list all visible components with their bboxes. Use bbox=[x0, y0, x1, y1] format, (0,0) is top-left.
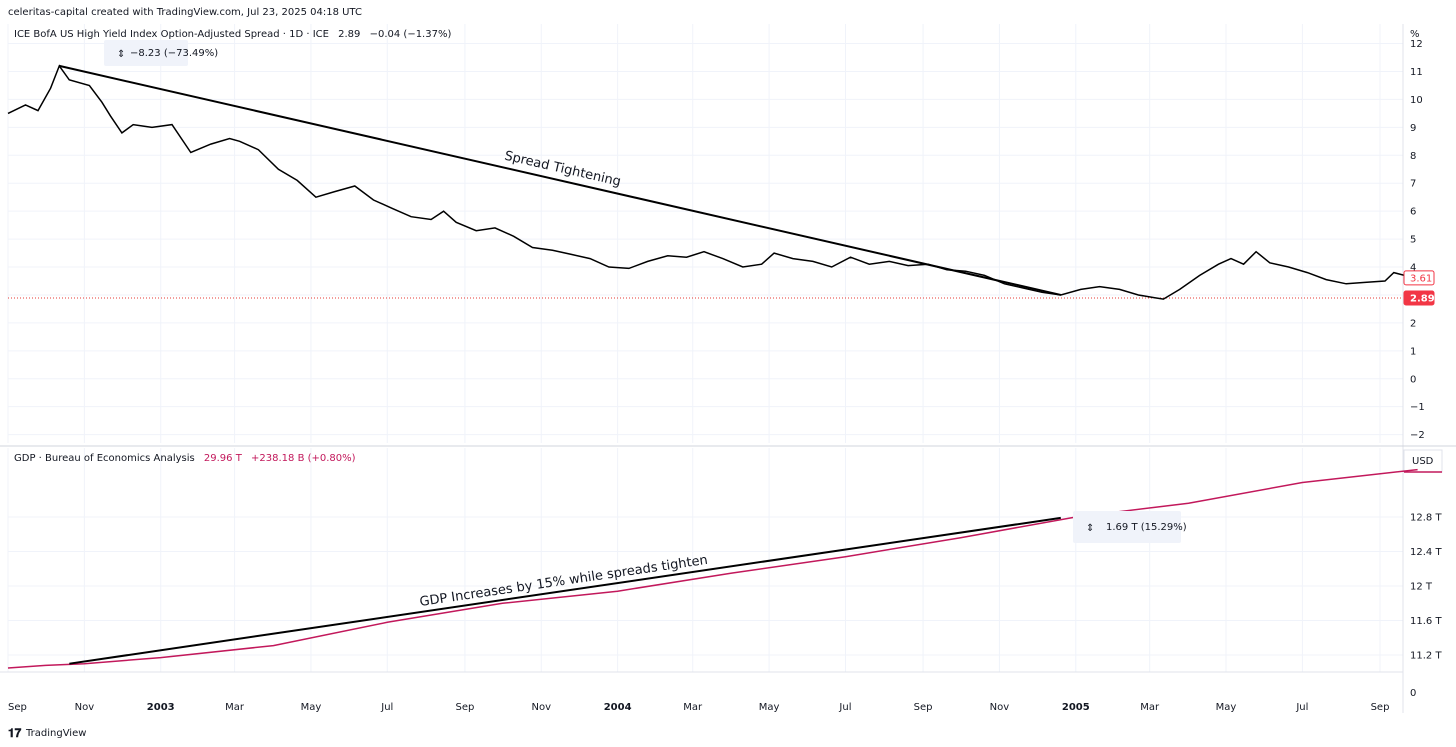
spread-series-line bbox=[7, 64, 1411, 300]
svg-text:ICE BofA US High Yield Index O: ICE BofA US High Yield Index Option-Adju… bbox=[14, 29, 451, 40]
y-tick-label: 9 bbox=[1410, 123, 1416, 134]
x-tick-label: Sep bbox=[455, 702, 474, 713]
x-tick-label: Mar bbox=[1140, 702, 1160, 713]
spread-trendline[interactable] bbox=[59, 64, 1062, 296]
x-tick-label: Nov bbox=[75, 702, 95, 713]
y-tick-label: 11 bbox=[1410, 67, 1423, 78]
y-tick-label: 8 bbox=[1410, 151, 1416, 162]
y-tick-label: 11.6 T bbox=[1410, 616, 1442, 627]
spread-measure-box[interactable]: ⇕ −8.23 (−73.49%) bbox=[104, 40, 218, 66]
header-caption: celeritas-capital created with TradingVi… bbox=[8, 7, 362, 18]
gdp-grid bbox=[7, 448, 1403, 672]
y-tick-label: 12.4 T bbox=[1410, 547, 1442, 558]
time-axis: Sep Nov 2003 Mar May Jul Sep Nov 2004 Mar May Jul Se… bbox=[8, 702, 1389, 713]
tradingview-logo-icon: 𝟏𝟕 bbox=[8, 726, 22, 740]
spread-measure-text: −8.23 (−73.49%) bbox=[130, 48, 218, 59]
gdp-legend-change: +238.18 B (+0.80%) bbox=[251, 453, 356, 464]
price-label-text: 2.89 bbox=[1410, 294, 1435, 305]
gdp-unit-label: USD bbox=[1412, 456, 1434, 467]
spread-y-axis: 1211109876543210−1−2 bbox=[1410, 39, 1425, 441]
x-tick-label: 2004 bbox=[604, 702, 632, 713]
tradingview-logo: 𝟏𝟕 TradingView bbox=[8, 726, 86, 740]
y-tick-label: 1 bbox=[1410, 346, 1416, 357]
price-label-text: 3.61 bbox=[1410, 273, 1432, 284]
gdp-trend-label: GDP Increases by 15% while spreads tight… bbox=[419, 553, 709, 610]
spread-legend[interactable]: ICE BofA US High Yield Index Option-Adju… bbox=[14, 29, 451, 40]
spread-legend-change: −0.04 (−1.37%) bbox=[370, 29, 452, 40]
x-tick-label: 2003 bbox=[147, 702, 175, 713]
x-tick-label: Mar bbox=[683, 702, 703, 713]
gdp-trendline[interactable] bbox=[69, 516, 1061, 665]
footer-logo-text: TradingView bbox=[25, 728, 86, 739]
svg-text:GDP · Bureau of Economics Anal: GDP · Bureau of Economics Analysis 29.96… bbox=[14, 453, 356, 464]
spread-unit-label: % bbox=[1410, 29, 1420, 40]
x-tick-label: Sep bbox=[914, 702, 933, 713]
gdp-legend[interactable]: GDP · Bureau of Economics Analysis 29.96… bbox=[14, 453, 356, 464]
x-tick-label: Jul bbox=[380, 702, 393, 713]
gdp-measure-text: 1.69 T (15.29%) bbox=[1106, 522, 1187, 533]
gdp-series-line bbox=[7, 468, 1418, 669]
measure-icon: ⇕ bbox=[117, 49, 125, 60]
y-tick-label: 7 bbox=[1410, 179, 1416, 190]
y-tick-label: 6 bbox=[1410, 207, 1416, 218]
y-tick-label: −2 bbox=[1410, 430, 1425, 441]
price-label-box bbox=[1403, 290, 1435, 306]
spread-price-labels: 3.61 2.89 bbox=[1403, 270, 1435, 306]
y-tick-label: 4 bbox=[1410, 263, 1416, 274]
x-tick-label: Mar bbox=[225, 702, 245, 713]
y-tick-label: 10 bbox=[1410, 95, 1423, 106]
x-tick-label: Jul bbox=[838, 702, 851, 713]
y-tick-label: 2 bbox=[1410, 318, 1416, 329]
spread-legend-last: 2.89 bbox=[338, 29, 360, 40]
gdp-unit-box[interactable]: USD bbox=[1403, 449, 1443, 473]
x-tick-label: Nov bbox=[990, 702, 1010, 713]
price-label-box bbox=[1403, 270, 1435, 286]
gdp-y-axis: 12.8 T 12.4 T 12 T 11.6 T 11.2 T bbox=[1410, 513, 1442, 662]
x-tick-label: May bbox=[301, 702, 322, 713]
x-tick-label: 2005 bbox=[1062, 702, 1090, 713]
y-tick-label: 0 bbox=[1410, 374, 1416, 385]
y-tick-label: 11.2 T bbox=[1410, 651, 1442, 662]
y-tick-label: 12 T bbox=[1410, 582, 1433, 593]
spread-grid bbox=[7, 24, 1403, 443]
gdp-legend-last: 29.96 T bbox=[204, 453, 243, 464]
spread-legend-name: ICE BofA US High Yield Index Option-Adju… bbox=[14, 29, 329, 40]
measure-icon: ⇕ bbox=[1086, 523, 1094, 534]
x-tick-label: Nov bbox=[532, 702, 552, 713]
y-tick-label: −1 bbox=[1410, 402, 1425, 413]
y-tick-label: 12 bbox=[1410, 39, 1423, 50]
x-tick-label: Sep bbox=[8, 702, 27, 713]
y-tick-label: 12.8 T bbox=[1410, 513, 1442, 524]
gdp-legend-name: GDP · Bureau of Economics Analysis bbox=[14, 453, 195, 464]
x-tick-label: Jul bbox=[1295, 702, 1308, 713]
x-tick-label: Sep bbox=[1371, 702, 1390, 713]
x-tick-label: May bbox=[759, 702, 780, 713]
x-tick-label: May bbox=[1216, 702, 1237, 713]
gdp-measure-box[interactable]: ⇕ 1.69 T (15.29%) bbox=[1073, 511, 1187, 543]
y-tick-label: 5 bbox=[1410, 235, 1416, 246]
gdp-zero-tick: 0 bbox=[1410, 688, 1416, 699]
